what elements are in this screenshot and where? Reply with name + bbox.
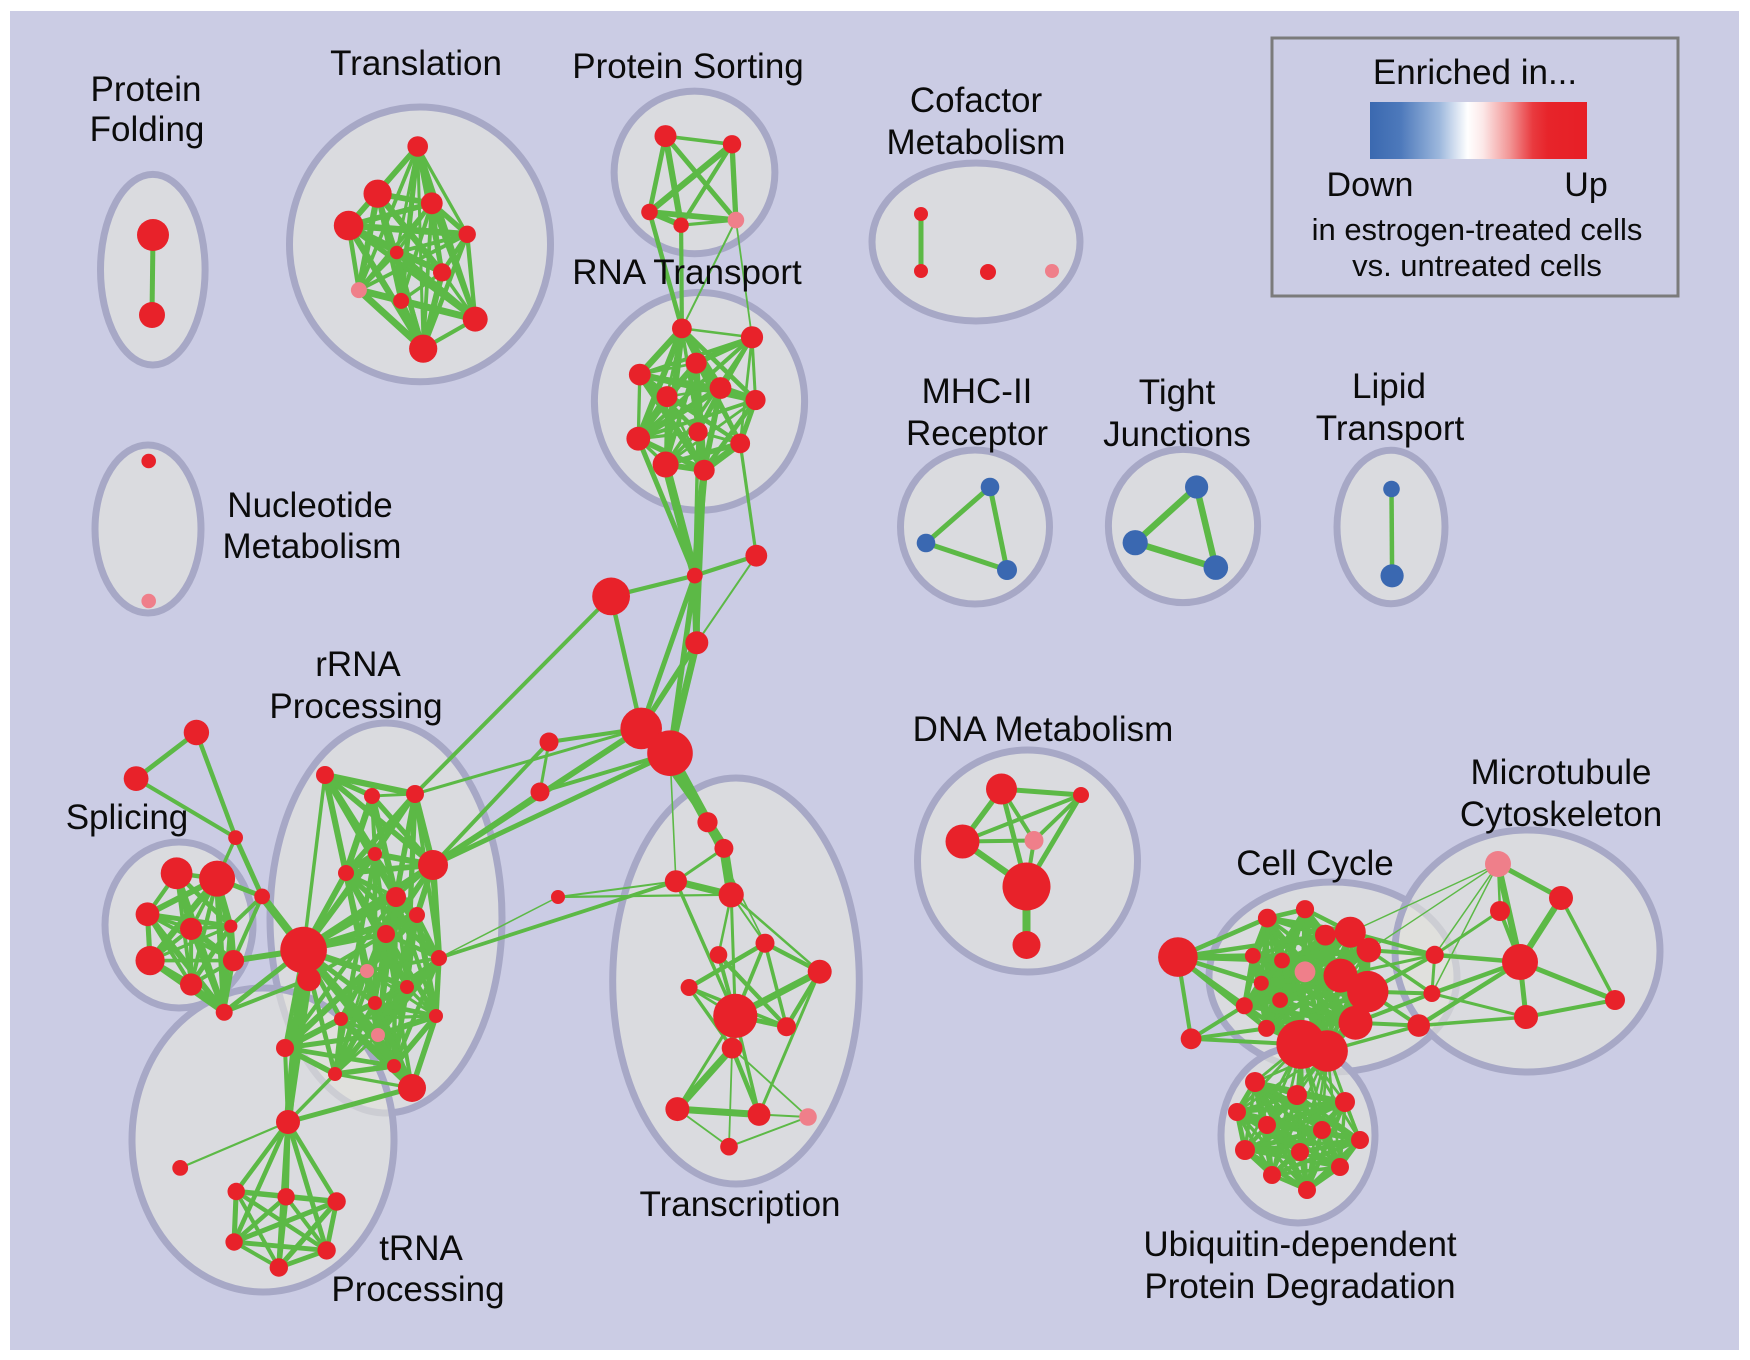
svg-text:Processing: Processing [331,1270,504,1309]
svg-text:vs. untreated cells: vs. untreated cells [1352,248,1602,283]
svg-text:Down: Down [1327,166,1414,204]
svg-text:tRNA: tRNA [379,1229,463,1268]
svg-text:in estrogen-treated cells: in estrogen-treated cells [1312,212,1643,247]
svg-text:Junctions: Junctions [1103,415,1251,454]
svg-text:Protein Degradation: Protein Degradation [1144,1267,1455,1306]
svg-text:Transcription: Transcription [640,1185,841,1224]
svg-text:Tight: Tight [1139,373,1216,412]
svg-text:Enriched in...: Enriched in... [1373,53,1577,92]
svg-text:rRNA: rRNA [315,645,401,684]
svg-text:Nucleotide: Nucleotide [227,486,392,525]
svg-text:Cofactor: Cofactor [910,81,1043,120]
svg-text:Metabolism: Metabolism [887,123,1066,162]
svg-text:Splicing: Splicing [66,798,189,837]
svg-text:Protein: Protein [91,70,202,109]
svg-text:Ubiquitin-dependent: Ubiquitin-dependent [1143,1225,1457,1264]
svg-text:Translation: Translation [330,44,502,83]
svg-text:Lipid: Lipid [1352,367,1426,406]
svg-text:Processing: Processing [269,687,442,726]
svg-text:Metabolism: Metabolism [223,527,402,566]
svg-text:DNA Metabolism: DNA Metabolism [913,710,1174,749]
svg-text:Receptor: Receptor [906,414,1048,453]
svg-text:Folding: Folding [90,110,205,149]
svg-text:MHC-II: MHC-II [922,372,1033,411]
svg-text:Protein Sorting: Protein Sorting [572,47,804,86]
svg-text:Microtubule: Microtubule [1471,753,1652,792]
svg-text:Cytoskeleton: Cytoskeleton [1460,795,1662,834]
svg-text:Transport: Transport [1316,409,1465,448]
svg-text:RNA Transport: RNA Transport [572,253,802,292]
svg-text:Cell Cycle: Cell Cycle [1236,844,1394,883]
svg-text:Up: Up [1564,166,1607,204]
